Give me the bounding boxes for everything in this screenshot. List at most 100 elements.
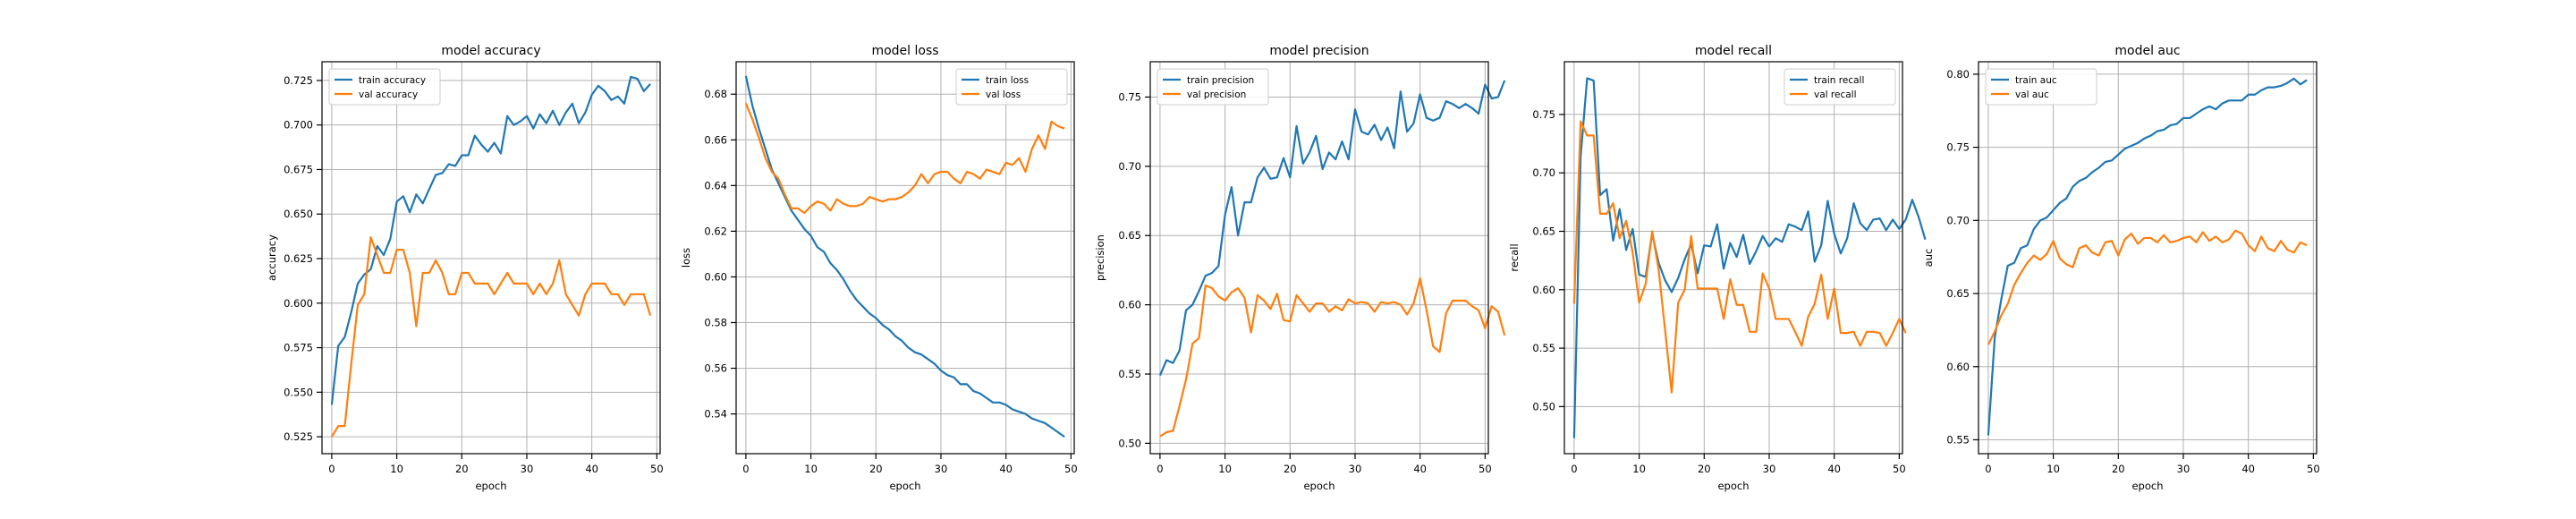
chart-title: model precision (1269, 44, 1368, 58)
x-tick-label: 10 (1632, 463, 1646, 475)
x-tick-label: 30 (2177, 463, 2190, 475)
y-tick-label: 0.550 (284, 386, 313, 398)
x-axis-label: epoch (1717, 480, 1749, 492)
chart-panel-2: 0 10 20 30 40 50 0.54 0.56 0.58 0.60 0.62 0.64 0.66 0… (680, 44, 1078, 492)
y-tick-label: 0.600 (284, 297, 313, 310)
x-axis-label: epoch (475, 480, 506, 492)
y-tick-label: 0.65 (1532, 225, 1555, 237)
chart-panel-3: 0 10 20 30 40 50 0.50 0.55 0.60 0.65 0.70 0.75 model… (1094, 44, 1506, 492)
legend-box (1985, 68, 2097, 106)
series-line-train (1987, 77, 2308, 436)
legend-box (955, 68, 1068, 106)
series-line-val (330, 236, 652, 438)
plot-frame (1978, 61, 2318, 455)
legend-label: train precision (1187, 75, 1254, 86)
y-tick-label: 0.525 (284, 430, 313, 443)
x-tick-label: 40 (999, 463, 1013, 475)
x-axis-label: epoch (1303, 480, 1335, 492)
x-tick-label: 30 (1763, 463, 1776, 475)
series-line-val (1572, 120, 1907, 394)
x-tick-label: 50 (1893, 463, 1906, 475)
x-tick-label: 0 (328, 463, 335, 475)
x-tick-label: 0 (742, 463, 749, 475)
y-tick-label: 0.75 (1118, 90, 1141, 103)
y-tick-label: 0.75 (1946, 141, 1970, 154)
legend: train loss val loss (955, 68, 1068, 106)
series-line-val (1987, 229, 2308, 345)
legend-label: val recall (1814, 89, 1857, 100)
legend-box (1784, 68, 1896, 106)
x-tick-label: 30 (935, 463, 948, 475)
chart-panel-1: 0 10 20 30 40 50 0.525 0.550 0.575 0.600 0.625 0.65… (266, 44, 664, 492)
legend: train accuracy val accuracy (328, 68, 441, 106)
y-tick-label: 0.54 (704, 408, 727, 421)
y-tick-label: 0.70 (1946, 214, 1970, 226)
y-tick-label: 0.65 (1946, 287, 1970, 300)
x-tick-label: 20 (1698, 463, 1711, 475)
legend-label: val loss (986, 89, 1021, 100)
legend-label: val accuracy (359, 89, 418, 100)
y-tick-label: 0.58 (704, 316, 727, 328)
series-line-val (744, 103, 1065, 215)
series-line-val (1159, 277, 1506, 438)
x-tick-label: 0 (1571, 463, 1577, 475)
y-tick-label: 0.66 (704, 133, 727, 146)
chart-panel-5: 0 10 20 30 40 50 0.55 0.60 0.65 0.70 0.75 0.80 model… (1922, 44, 2320, 492)
y-axis-label: precision (1094, 234, 1106, 281)
chart-title: model auc (2114, 44, 2180, 58)
x-tick-label: 50 (2307, 463, 2320, 475)
x-tick-label: 10 (2046, 463, 2060, 475)
x-axis-label: epoch (889, 480, 920, 492)
series-line-train (1572, 77, 1927, 438)
x-tick-label: 10 (1218, 463, 1232, 475)
y-tick-label: 0.55 (1946, 433, 1970, 446)
legend-box (328, 68, 441, 106)
y-tick-label: 0.60 (1946, 361, 1970, 373)
plot-frame (735, 61, 1075, 455)
y-tick-label: 0.60 (1532, 284, 1555, 296)
x-tick-label: 40 (585, 463, 598, 475)
y-tick-label: 0.64 (704, 179, 727, 191)
y-tick-label: 0.75 (1532, 108, 1555, 121)
plot-frame (1149, 61, 1489, 455)
x-tick-label: 0 (1157, 463, 1163, 475)
y-tick-label: 0.56 (704, 362, 727, 375)
series-line-train (330, 75, 651, 405)
y-tick-label: 0.50 (1532, 400, 1555, 413)
x-tick-label: 40 (1827, 463, 1841, 475)
x-tick-label: 40 (1413, 463, 1427, 475)
y-tick-label: 0.80 (1946, 68, 1970, 81)
chart-title: model recall (1695, 44, 1772, 58)
x-tick-label: 20 (455, 463, 469, 475)
y-axis-label: recall (1508, 243, 1521, 271)
x-tick-label: 10 (390, 463, 403, 475)
y-tick-label: 0.62 (704, 225, 727, 237)
series-line-train (1158, 80, 1506, 376)
y-tick-label: 0.725 (284, 74, 313, 87)
x-tick-label: 20 (2112, 463, 2125, 475)
x-tick-label: 30 (521, 463, 534, 475)
y-tick-label: 0.55 (1532, 342, 1555, 354)
y-tick-label: 0.55 (1118, 368, 1141, 380)
y-tick-label: 0.50 (1118, 437, 1141, 449)
y-tick-label: 0.575 (284, 342, 313, 354)
y-tick-label: 0.70 (1532, 166, 1555, 179)
x-tick-label: 40 (2241, 463, 2255, 475)
y-tick-label: 0.675 (284, 163, 313, 175)
legend: train auc val auc (1985, 68, 2097, 106)
y-tick-label: 0.650 (284, 208, 313, 220)
legend-label: train loss (986, 75, 1029, 86)
y-tick-label: 0.60 (704, 270, 727, 283)
x-tick-label: 30 (1349, 463, 1362, 475)
x-axis-label: epoch (2131, 480, 2163, 492)
legend-label: val precision (1187, 89, 1246, 100)
legend-label: train accuracy (359, 75, 426, 86)
y-tick-label: 0.70 (1118, 160, 1141, 173)
x-tick-label: 50 (1479, 463, 1492, 475)
chart-title: model loss (871, 44, 938, 58)
y-tick-label: 0.625 (284, 252, 313, 265)
y-tick-label: 0.68 (704, 88, 727, 100)
series-line-train (744, 75, 1065, 438)
